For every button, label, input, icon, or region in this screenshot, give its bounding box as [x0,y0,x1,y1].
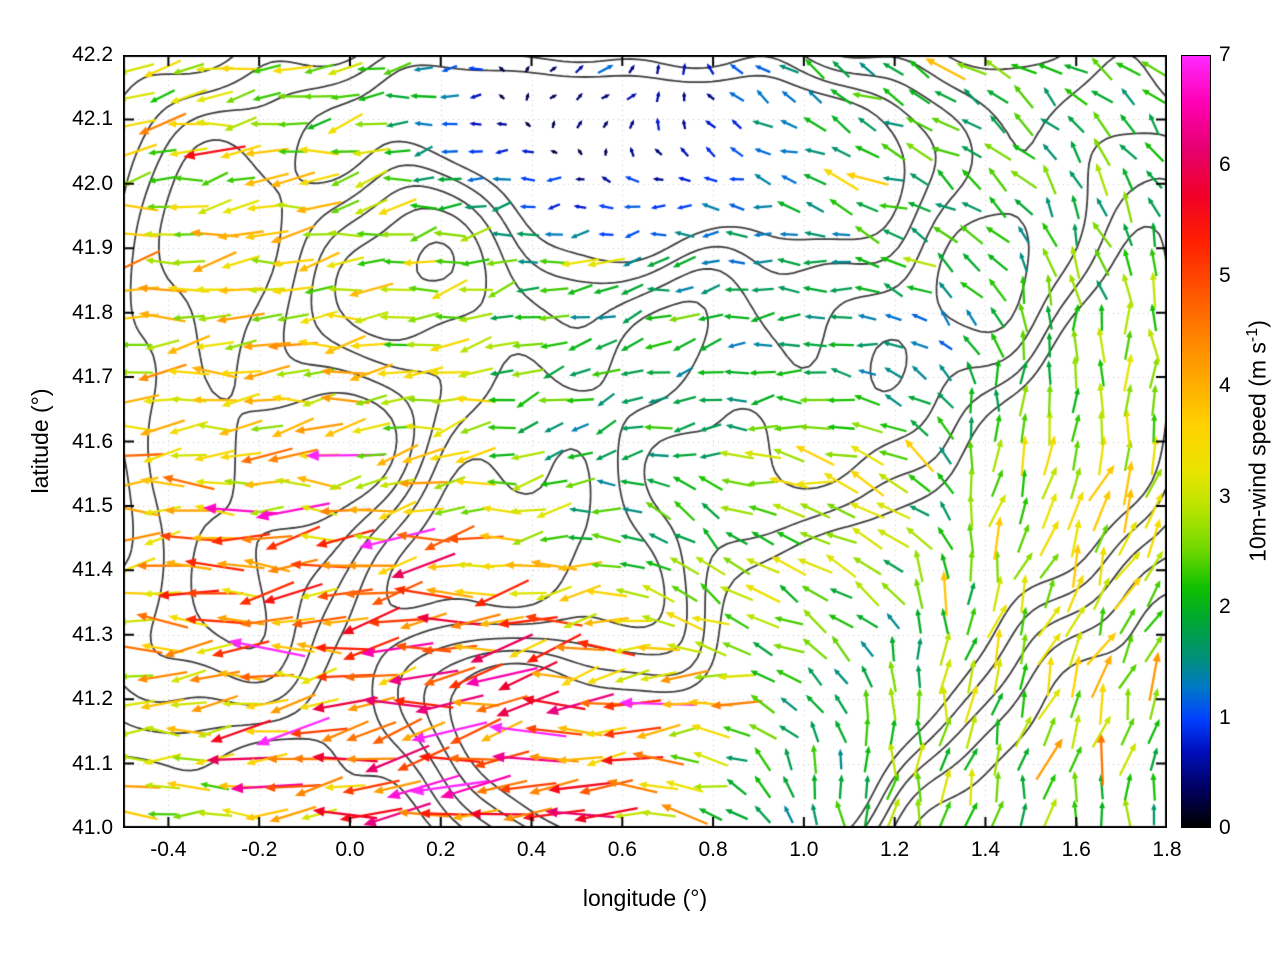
x-tick-label: 0.2 [426,838,456,861]
colorbar-gradient [1181,55,1211,828]
x-tick-label: 0.0 [335,838,365,861]
x-tick-label: -0.4 [150,838,187,861]
colorbar-tick-label: 5 [1219,263,1231,287]
y-tick-label: 41.6 [72,429,113,453]
y-tick-label: 42.1 [72,107,113,131]
colorbar-tick-label: 2 [1219,595,1231,619]
colorbar-tick-label: 7 [1219,43,1231,66]
x-tick-label: 1.8 [1152,838,1182,861]
colorbar-tick-label: 6 [1219,153,1231,177]
y-tick-label: 41.4 [72,558,113,582]
y-tick-label: 42.0 [72,171,113,195]
x-tick-label: 0.4 [516,838,547,861]
y-tick-label: 41.1 [72,751,113,775]
y-tick-label: 41.2 [72,687,113,711]
colorbar-tick-label: 3 [1219,484,1231,508]
y-tick-label: 41.9 [72,236,113,260]
x-tick-label: -0.2 [241,838,278,861]
x-tick-label: 1.2 [880,838,910,861]
y-tick-label: 41.5 [72,493,113,517]
y-tick-label: 41.3 [72,622,113,646]
colorbar-tick-label: 0 [1219,816,1231,839]
plot-area [123,55,1167,828]
wind-vector-canvas [123,55,1167,828]
x-tick-label: 1.6 [1061,838,1091,861]
colorbar-label-close: ) [1244,320,1271,328]
colorbar-tick-label: 1 [1219,705,1231,729]
x-tick-label: 0.6 [607,838,637,861]
x-tick-label: 1.4 [970,838,1001,861]
y-tick-label: 41.0 [72,816,113,839]
x-tick-label: 1.0 [789,838,819,861]
x-axis-label: longitude (°) [582,885,708,911]
y-tick-label: 42.2 [72,43,113,66]
colorbar-label-sup: -1 [1243,327,1261,343]
y-tick-label: 41.8 [72,300,113,324]
y-tick-label: 41.7 [72,365,113,389]
x-tick-label: 0.8 [698,838,728,861]
colorbar-tick-label: 4 [1219,374,1231,398]
